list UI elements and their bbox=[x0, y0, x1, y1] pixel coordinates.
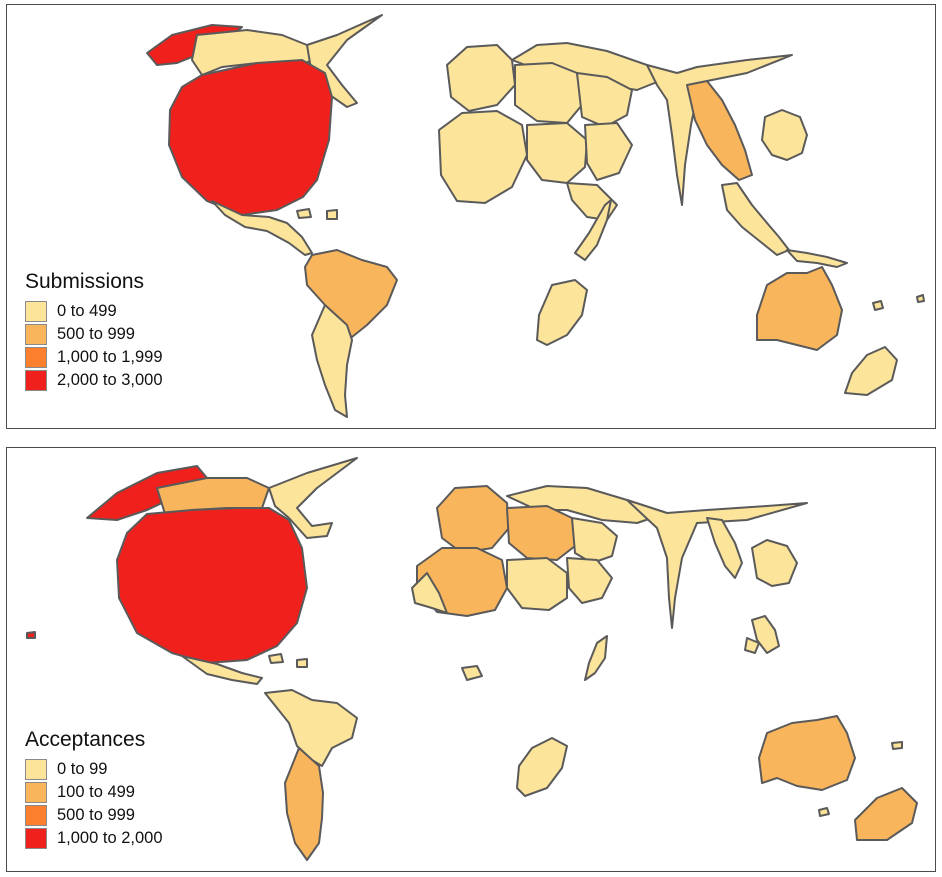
region-japan bbox=[751, 615, 780, 654]
region-indonesia bbox=[786, 249, 848, 268]
region-australia bbox=[756, 266, 843, 351]
submissions-legend: Submissions 0 to 499 500 to 999 1,000 to… bbox=[25, 270, 163, 392]
region-south-africa bbox=[536, 279, 588, 346]
region-dot-west bbox=[26, 631, 36, 639]
region-china bbox=[751, 539, 798, 587]
region-island-1 bbox=[891, 741, 903, 750]
region-argentina-chile bbox=[311, 304, 353, 418]
acceptances-map-panel: Acceptances 0 to 99 100 to 499 500 to 99… bbox=[6, 447, 936, 872]
legend-item: 500 to 999 bbox=[25, 804, 163, 827]
region-spain bbox=[411, 572, 448, 614]
region-usa bbox=[116, 507, 308, 664]
region-argentina-chile bbox=[284, 747, 324, 861]
region-italy bbox=[506, 557, 568, 611]
legend-item: 0 to 499 bbox=[25, 300, 163, 323]
legend-item: 2,000 to 3,000 bbox=[25, 369, 163, 392]
region-island-2 bbox=[916, 294, 925, 303]
region-balkans bbox=[566, 557, 613, 604]
acceptances-cartogram bbox=[26, 457, 918, 861]
region-mexico bbox=[211, 200, 313, 256]
legend-swatch bbox=[25, 782, 47, 803]
legend-swatch bbox=[25, 828, 47, 849]
legend-item: 500 to 999 bbox=[25, 323, 163, 346]
region-africa-horn bbox=[584, 635, 608, 681]
region-uk bbox=[446, 44, 516, 112]
region-central-s-america bbox=[264, 689, 358, 767]
region-caribbean-2 bbox=[326, 209, 338, 220]
region-france bbox=[438, 110, 528, 204]
legend-item: 0 to 99 bbox=[25, 758, 163, 781]
submissions-map-panel: Submissions 0 to 499 500 to 999 1,000 to… bbox=[6, 4, 936, 429]
region-new-zealand bbox=[844, 346, 898, 396]
legend-label: 2,000 to 3,000 bbox=[57, 371, 163, 389]
legend-swatch bbox=[25, 805, 47, 826]
region-mexico bbox=[181, 655, 263, 685]
legend-item: 100 to 499 bbox=[25, 781, 163, 804]
legend-label: 100 to 499 bbox=[57, 783, 135, 801]
legend-label: 1,000 to 1,999 bbox=[57, 348, 163, 366]
region-canada-east bbox=[268, 457, 358, 539]
legend-title: Acceptances bbox=[25, 728, 146, 751]
submissions-cartogram bbox=[146, 14, 925, 418]
region-island-2 bbox=[818, 807, 830, 817]
region-india bbox=[706, 517, 743, 579]
region-caribbean-2 bbox=[296, 658, 308, 668]
region-poland bbox=[571, 517, 618, 564]
region-caribbean-1 bbox=[268, 653, 284, 664]
region-brazil bbox=[304, 249, 398, 338]
legend-label: 0 to 99 bbox=[57, 760, 108, 778]
region-south-africa bbox=[516, 737, 568, 797]
legend-label: 500 to 999 bbox=[57, 806, 135, 824]
legend-title: Submissions bbox=[25, 270, 145, 293]
region-germany bbox=[506, 505, 576, 561]
region-se-asia bbox=[744, 637, 760, 654]
region-balkans bbox=[584, 122, 633, 181]
region-germany bbox=[514, 62, 583, 124]
legend-item: 1,000 to 2,000 bbox=[25, 827, 163, 850]
legend-label: 1,000 to 2,000 bbox=[57, 829, 163, 847]
region-russia-spike bbox=[626, 499, 808, 629]
region-india bbox=[686, 80, 753, 181]
region-uk bbox=[436, 485, 510, 554]
region-caribbean-1 bbox=[296, 208, 312, 219]
region-southeast-asia bbox=[721, 182, 790, 256]
region-island-1 bbox=[872, 300, 884, 311]
region-australia bbox=[758, 715, 856, 791]
legend-swatch bbox=[25, 324, 47, 345]
legend-item: 1,000 to 1,999 bbox=[25, 346, 163, 369]
region-north-africa bbox=[461, 665, 483, 681]
legend-label: 0 to 499 bbox=[57, 302, 117, 320]
region-poland bbox=[576, 72, 633, 128]
acceptances-legend: Acceptances 0 to 99 100 to 499 500 to 99… bbox=[25, 728, 163, 850]
region-italy bbox=[526, 122, 588, 184]
region-usa bbox=[168, 59, 333, 216]
region-new-zealand bbox=[854, 787, 918, 841]
legend-swatch bbox=[25, 301, 47, 322]
legend-swatch bbox=[25, 347, 47, 368]
legend-swatch bbox=[25, 370, 47, 391]
region-china bbox=[761, 109, 808, 161]
region-africa-horn bbox=[574, 199, 612, 261]
legend-swatch bbox=[25, 759, 47, 780]
legend-label: 500 to 999 bbox=[57, 325, 135, 343]
